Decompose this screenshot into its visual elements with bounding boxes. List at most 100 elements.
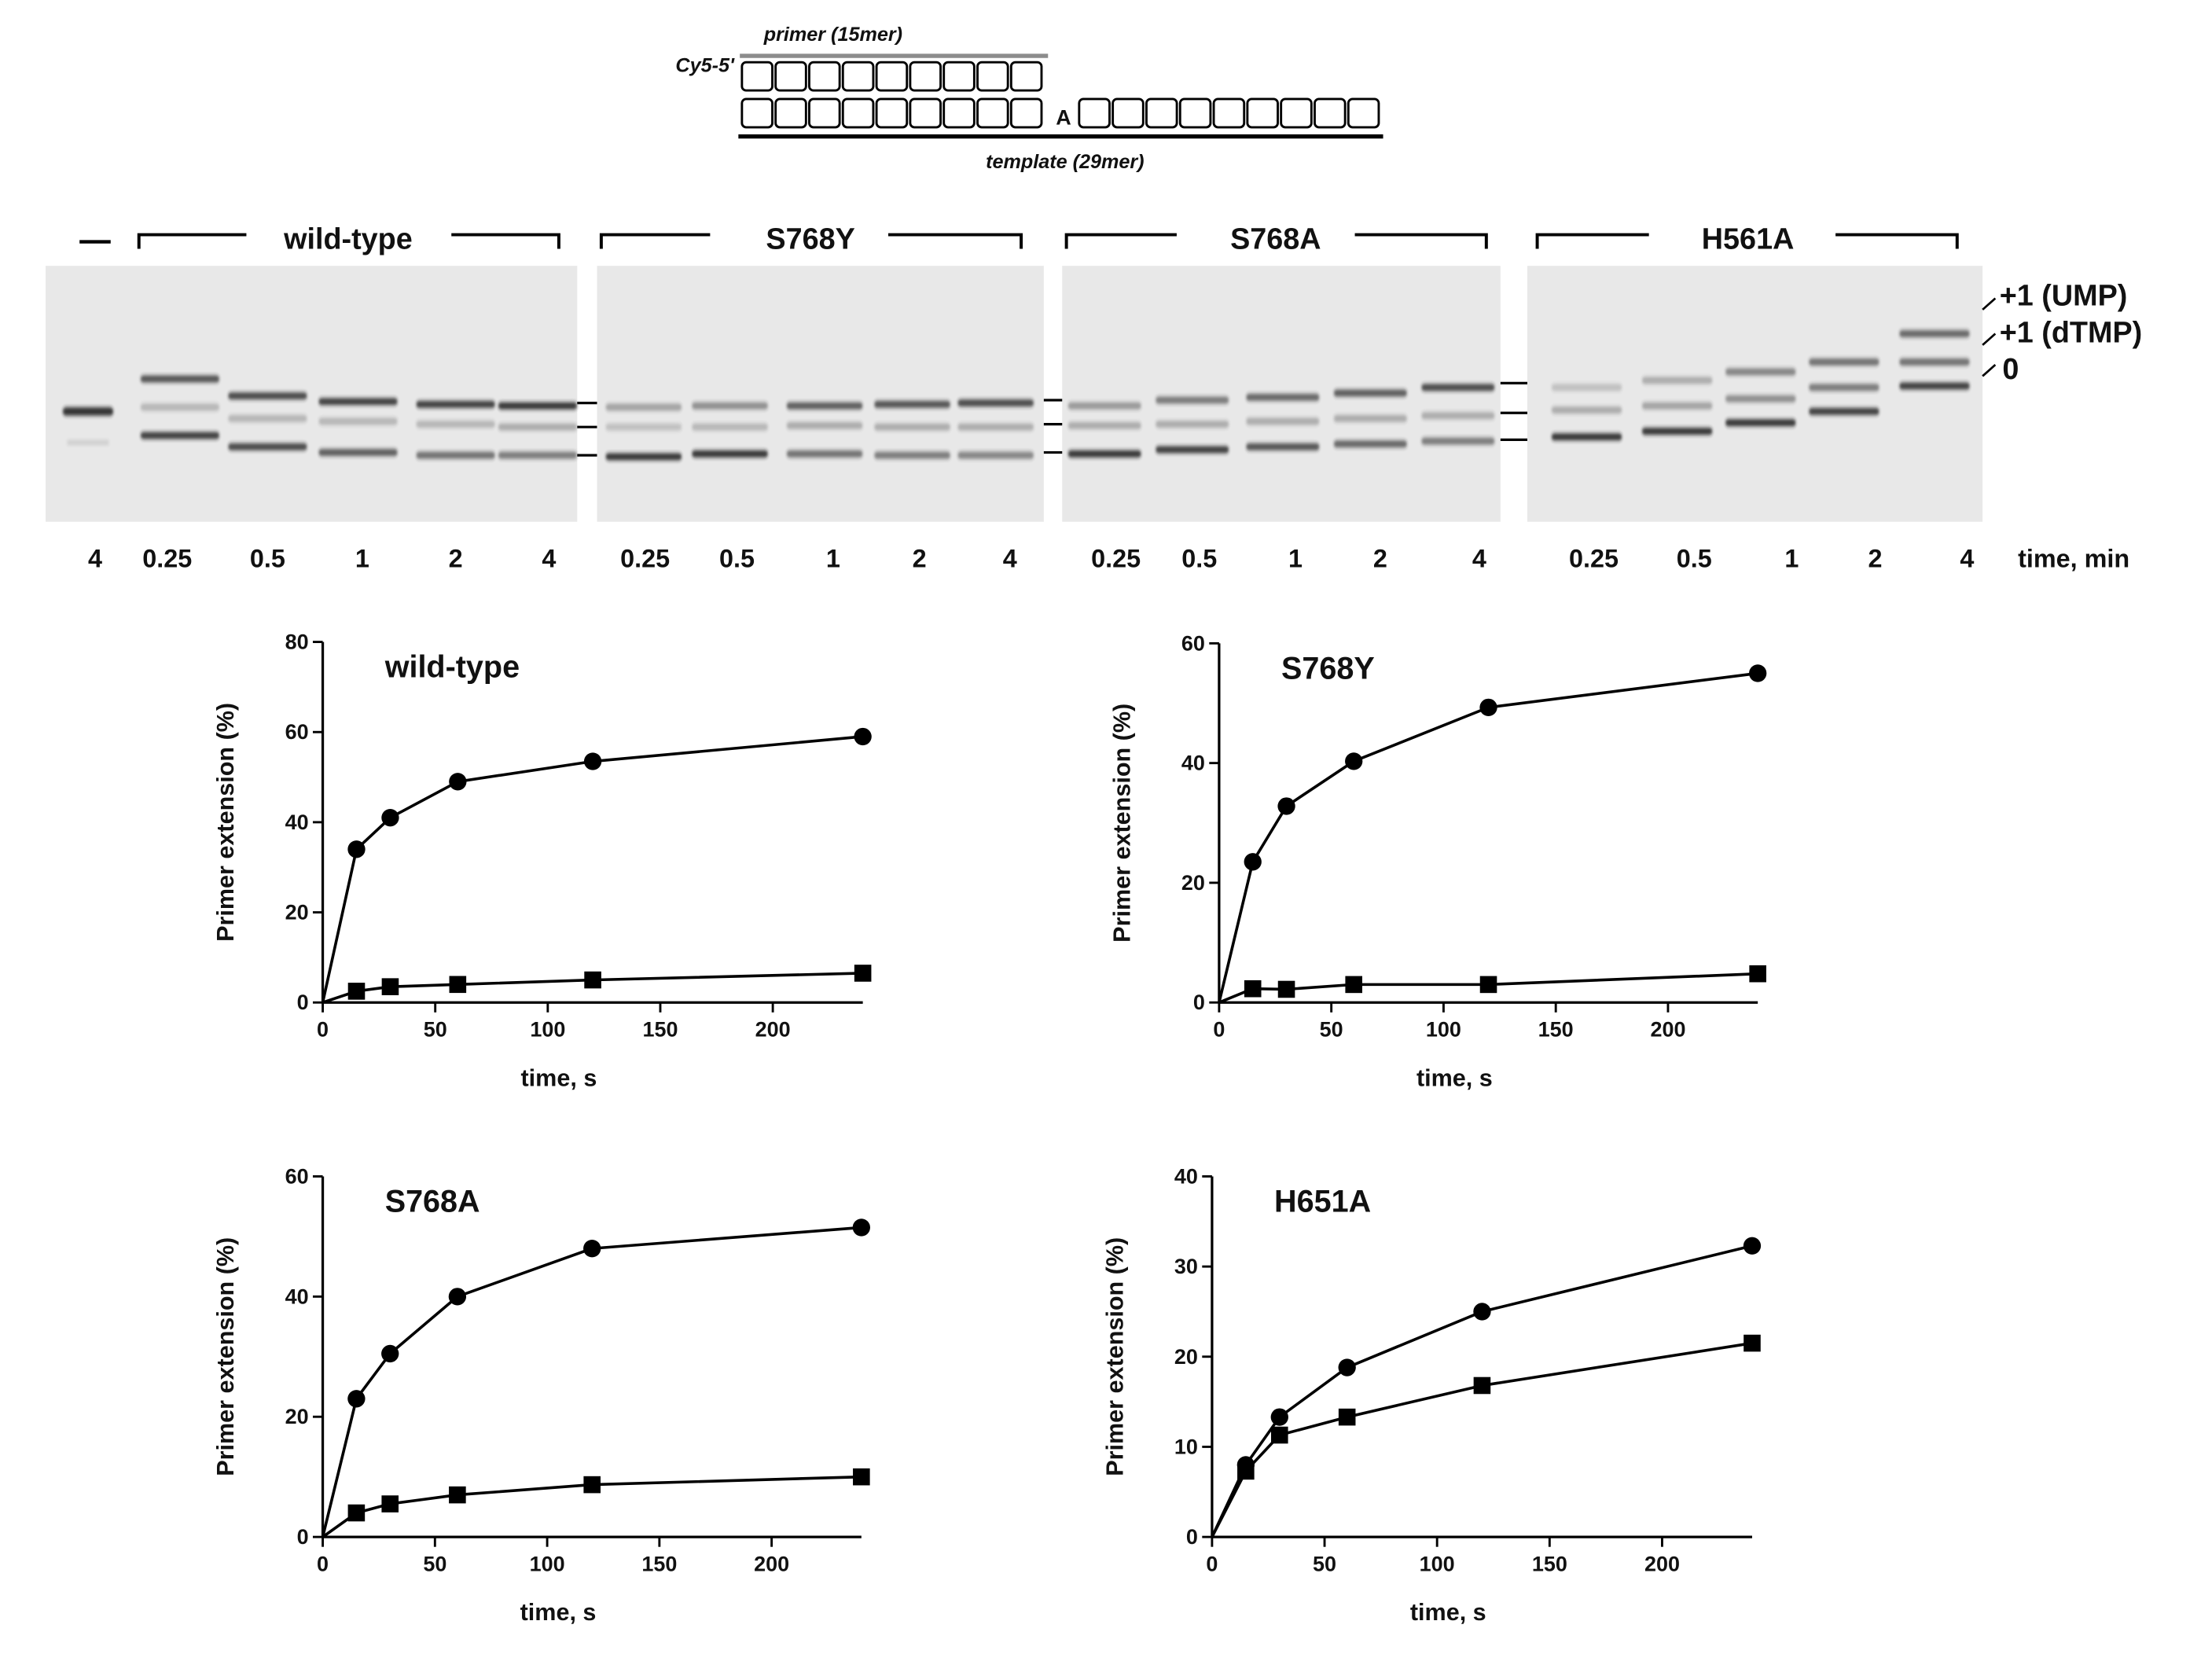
lane-label: 0.25: [142, 544, 192, 572]
gel-band: [416, 400, 495, 408]
data-point-square: [1744, 1334, 1761, 1352]
data-point-square: [1244, 980, 1262, 998]
gel-band: [1333, 440, 1408, 448]
x-axis-title: time, s: [520, 1599, 597, 1626]
gel-band: [1808, 407, 1879, 415]
template-nucleotide-box: [1178, 97, 1212, 129]
gel-band: [957, 451, 1034, 459]
gel-panel-wild-type: [46, 266, 578, 522]
gel-band: [786, 450, 863, 458]
y-axis-title: Primer extension (%): [1102, 1237, 1129, 1476]
gel-band: [228, 392, 307, 400]
lane-label-control: 4: [88, 544, 102, 572]
data-point-circle: [583, 1240, 601, 1258]
gel-band: [786, 421, 863, 429]
primer-nucleotide-box: [875, 61, 909, 92]
gel-band: [605, 423, 682, 431]
plot-panel: 0 20 40 60 80 0 50 100 150 200 time, s Primer exten…: [212, 630, 872, 1091]
y-axis-title: Primer extension (%): [1109, 704, 1136, 943]
primer-nucleotide-box: [841, 61, 875, 92]
primer-nucleotide-box: [808, 61, 841, 92]
template-nucleotide-box: [1145, 97, 1178, 129]
x-tick-label: 200: [1644, 1552, 1680, 1575]
gel-band: [1725, 419, 1796, 427]
template-nucleotide-box: [1112, 97, 1145, 129]
data-point-circle: [1345, 752, 1363, 770]
data-point-circle: [347, 840, 366, 858]
data-point-circle: [347, 1390, 366, 1408]
data-point-square: [449, 976, 467, 994]
data-point-circle: [448, 1288, 467, 1306]
lane-label: 2: [1373, 544, 1387, 572]
primer-nucleotide-box: [774, 61, 807, 92]
gel-band: [416, 421, 495, 428]
x-tick-label: 200: [755, 1017, 791, 1041]
data-point-square: [853, 1468, 870, 1486]
band-label-zero: 0: [2002, 353, 2019, 386]
data-point-square: [1473, 1376, 1491, 1395]
y-tick-label: 0: [297, 991, 309, 1014]
data-point-circle: [583, 752, 602, 770]
data-point-circle: [449, 773, 467, 791]
gel-band: [1899, 382, 1970, 390]
band-label-ump: +1 (UMP): [2000, 280, 2128, 313]
time-axis-label: time, min: [2018, 544, 2129, 572]
y-tick-label: 0: [297, 1525, 309, 1549]
data-point-square: [347, 1504, 366, 1522]
gel-band: [318, 417, 398, 425]
data-point-circle: [1338, 1358, 1356, 1376]
gel-band: [1725, 368, 1796, 376]
primer-nucleotide-box: [942, 61, 976, 92]
y-tick-label: 60: [285, 720, 309, 744]
y-axis-title: Primer extension (%): [212, 703, 239, 942]
gel-band: [1246, 443, 1320, 450]
data-point-circle: [381, 1344, 399, 1363]
y-axis-title: Primer extension (%): [212, 1237, 239, 1476]
x-tick-label: 100: [1420, 1552, 1455, 1575]
panel-title: S768A: [385, 1184, 480, 1218]
gel-band: [957, 399, 1034, 407]
y-tick-label: 20: [285, 1405, 309, 1428]
gel-band: [1641, 428, 1713, 436]
gel-band: [228, 443, 307, 450]
group-label-wild-type: wild-type: [283, 223, 413, 256]
gel-band: [1067, 450, 1141, 458]
gel-headers: — wild-type S768Y S768A H561A: [79, 223, 1959, 256]
y-tick-label: 40: [285, 1285, 309, 1308]
primer-nucleotide-box: [909, 61, 942, 92]
template-nucleotide-box: [1347, 97, 1380, 129]
primer-nucleotides: [740, 61, 1043, 92]
data-point-circle: [1749, 664, 1767, 682]
gel-band: [1421, 412, 1495, 420]
gel-band: [1246, 417, 1320, 425]
band-markers: [577, 381, 1527, 457]
y-tick-label: 80: [285, 630, 309, 654]
primer-nucleotide-box: [740, 61, 773, 92]
y-tick-label: 40: [285, 810, 309, 834]
gel-band: [605, 453, 682, 461]
x-tick-label: 50: [1313, 1552, 1336, 1575]
template-nucleotide-box: [909, 97, 942, 129]
primer-nucleotide-box: [1009, 61, 1043, 92]
template-nucleotide-box: [942, 97, 976, 129]
band-label-dtmp: +1 (dTMP): [2000, 316, 2143, 349]
gel-panel-h561a: [1527, 266, 1983, 522]
y-tick-label: 20: [1174, 1345, 1198, 1369]
lane-label: 0.5: [250, 544, 285, 572]
lane-label: 0.25: [1091, 544, 1141, 572]
data-point-circle: [852, 1218, 870, 1237]
x-tick-label: 0: [1206, 1552, 1218, 1575]
gel-band: [1551, 433, 1622, 441]
gel-bands: [62, 329, 1970, 461]
x-tick-label: 200: [1650, 1017, 1685, 1041]
plot-panel: 0 10 20 30 40 0 50 100 150 200 time, s Primer exten…: [1102, 1164, 1762, 1626]
data-point-square: [1277, 980, 1295, 998]
group-label-s768y: S768Y: [766, 223, 854, 256]
template-nucleotide-box: [1078, 97, 1111, 129]
x-tick-label: 150: [1538, 1017, 1574, 1041]
data-point-circle: [1473, 1303, 1491, 1321]
gel-band: [1551, 406, 1622, 414]
y-tick-label: 60: [1181, 631, 1205, 655]
y-tick-label: 40: [1174, 1164, 1198, 1188]
